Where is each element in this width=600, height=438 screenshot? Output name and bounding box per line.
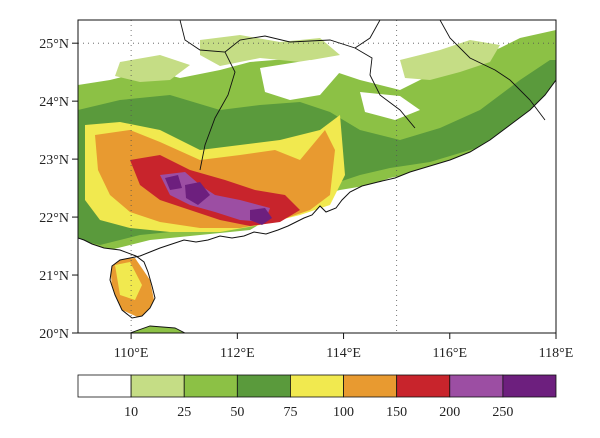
graticule <box>78 20 556 333</box>
province-boundary-guangxi <box>179 20 236 171</box>
plot-frame <box>77 19 557 334</box>
colorbar-label-10: 10 <box>124 405 138 420</box>
hainan-coast <box>129 325 186 333</box>
rain-gap-white-2 <box>360 92 420 120</box>
colorbar-segment-0 <box>77 374 132 398</box>
lon-label-112: 112°E <box>220 346 255 361</box>
rain-band-10-25-c <box>115 55 190 82</box>
rain-band-250-plus-b <box>250 208 272 225</box>
colorbar-label-250: 250 <box>492 405 513 420</box>
colorbar-label-150: 150 <box>386 405 407 420</box>
map-plot-area <box>78 20 556 333</box>
rain-band-10-25-a <box>200 35 340 66</box>
lat-label-21: 21°N <box>39 269 69 284</box>
lon-label-114: 114°E <box>326 346 361 361</box>
colorbar-segment-3 <box>236 374 291 398</box>
axes: 110°E 112°E 114°E 116°E 118°E 20°N 21°N 22°N 23°… <box>39 37 573 361</box>
land-rainfall-field <box>78 20 556 319</box>
colorbar-segment-1 <box>130 374 185 398</box>
colorbar-segment-2 <box>183 374 238 398</box>
province-boundary-east <box>439 20 546 121</box>
lon-label-118: 118°E <box>539 346 574 361</box>
colorbar-label-100: 100 <box>333 405 354 420</box>
colorbar-label-50: 50 <box>230 405 244 420</box>
lat-label-24: 24°N <box>39 95 69 110</box>
lat-label-25: 25°N <box>39 37 69 52</box>
colorbar-segment-6 <box>396 374 451 398</box>
lon-label-110: 110°E <box>114 346 149 361</box>
rain-band-250-plus-a <box>185 182 210 205</box>
lon-label-116: 116°E <box>432 346 467 361</box>
lat-label-22: 22°N <box>39 211 69 226</box>
colorbar: 10 25 50 75 100 150 200 250 <box>77 374 557 420</box>
colorbar-label-75: 75 <box>283 405 297 420</box>
coastline <box>78 20 556 319</box>
colorbar-label-200: 200 <box>439 405 460 420</box>
rain-band-10-25-b <box>400 40 500 80</box>
rain-band-250-plus-c <box>165 175 182 190</box>
lat-label-23: 23°N <box>39 153 69 168</box>
colorbar-segment-7 <box>449 374 504 398</box>
rain-gap-white <box>260 60 340 100</box>
rain-peninsula-yellow <box>115 262 142 300</box>
province-boundary-east-2 <box>354 20 381 49</box>
colorbar-segment-5 <box>343 374 398 398</box>
colorbar-segment-8 <box>502 374 557 398</box>
colorbar-segment-4 <box>290 374 344 398</box>
colorbar-label-25: 25 <box>177 405 191 420</box>
lat-label-20: 20°N <box>39 327 69 342</box>
